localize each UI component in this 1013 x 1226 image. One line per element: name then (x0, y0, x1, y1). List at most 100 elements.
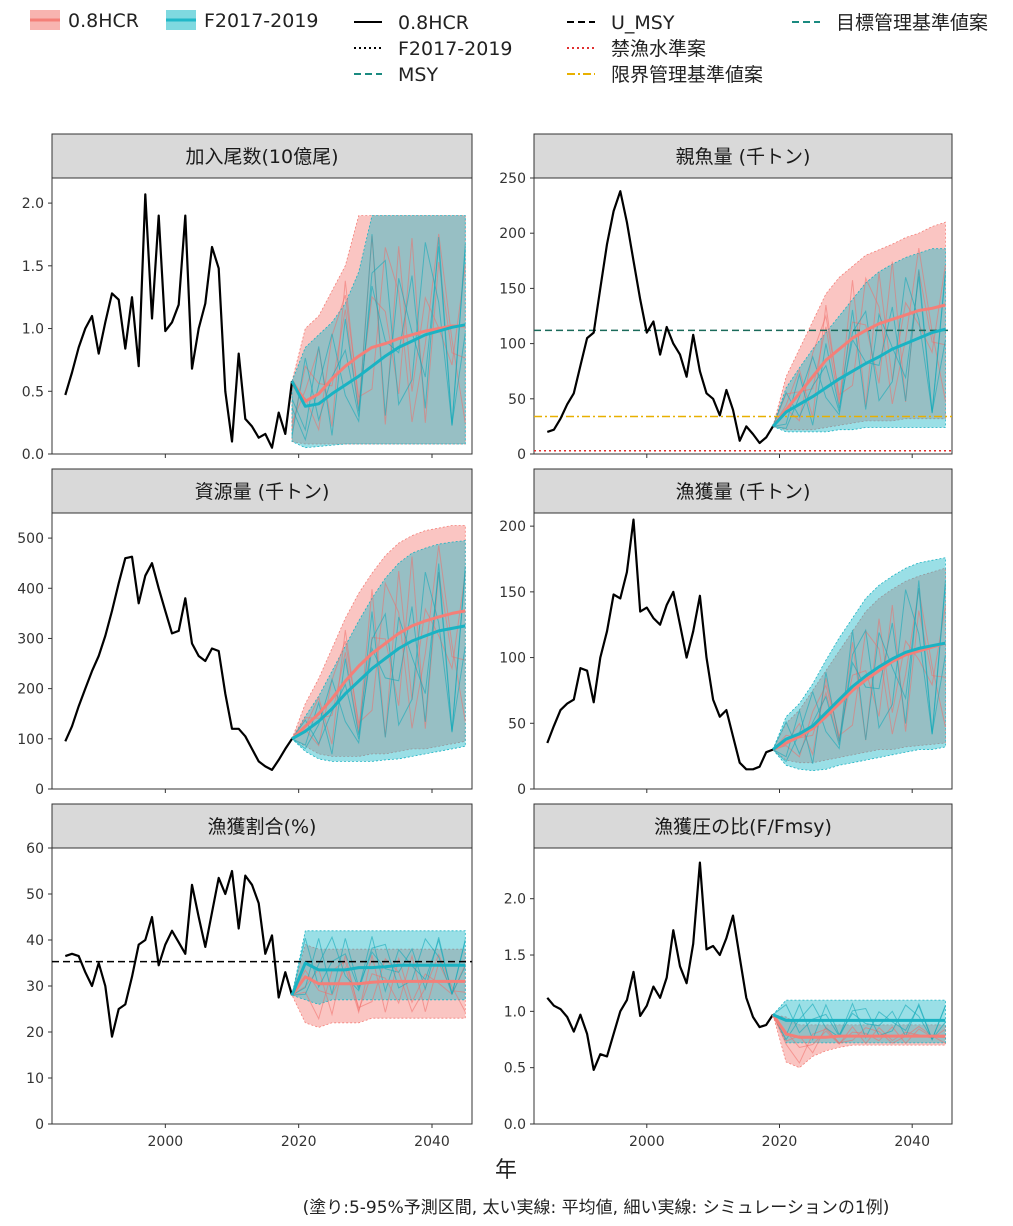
historical-line (546, 861, 774, 1071)
simulation-example-line (291, 556, 466, 745)
simulation-example-line (291, 954, 466, 1017)
y-tick-label: 2.0 (504, 892, 526, 908)
prediction-band (772, 557, 946, 772)
plot-area (533, 847, 953, 1125)
y-tick-label: 0.5 (22, 384, 44, 400)
y-tick-label: 400 (17, 581, 44, 597)
simulation-example-line (772, 606, 946, 750)
y-tick-label: 40 (26, 933, 44, 949)
chart-panel-1: 加入尾数(10億尾) 0.0 0.5 1.0 1.5 2.0 (22, 133, 473, 463)
x-tick-label: 2000 (148, 1134, 184, 1150)
y-tick-label: 0 (517, 447, 526, 463)
legend-line-label: 禁漁水準案 (611, 38, 706, 60)
y-tick-label: 100 (499, 651, 526, 667)
plot-area (533, 177, 953, 455)
legend-line-item: F2017-2019 (354, 38, 513, 60)
caption: (塗り:5-95%予測区間, 太い実線: 平均値, 細い実線: シミュレーション… (303, 1197, 890, 1218)
plot-content (64, 525, 466, 771)
simulation-example-line (772, 589, 946, 763)
plot-area (51, 512, 473, 790)
panel-title: 資源量 (千トン) (195, 481, 330, 503)
legend-line-item: 限界管理基準値案 (567, 64, 763, 86)
chart-panel-3: 資源量 (千トン) 0 100 200 300 400 500 (17, 468, 473, 798)
panel-strip (51, 468, 473, 514)
y-tick-label: 1.0 (22, 322, 44, 338)
panel-title: 漁獲圧の比(F/Fmsy) (654, 816, 832, 838)
x-tick-label: 2040 (894, 1134, 930, 1150)
y-tick-label: 1.5 (22, 259, 44, 275)
legend-line-label: 限界管理基準値案 (611, 64, 763, 86)
mean-line (290, 323, 466, 408)
historical-line (546, 518, 774, 771)
mean-line (290, 975, 466, 997)
mean-line (771, 327, 946, 428)
mean-line (771, 641, 946, 751)
historical-line (64, 869, 294, 1038)
historical-line (64, 555, 293, 771)
y-tick-label: 60 (26, 841, 44, 857)
simulation-example-line (291, 953, 466, 1021)
simulation-example-line (291, 935, 466, 996)
historical-line (64, 193, 294, 449)
mean-line (771, 303, 946, 428)
plot-content (546, 518, 946, 772)
legend-line-label: 0.8HCR (398, 12, 469, 34)
panel-title: 加入尾数(10億尾) (185, 146, 338, 168)
historical-line (546, 190, 774, 445)
y-tick-label: 0 (35, 782, 44, 798)
y-tick-label: 0.0 (22, 447, 44, 463)
y-tick-label: 10 (26, 1071, 44, 1087)
legend-line-label: 目標管理基準値案 (836, 12, 988, 34)
simulation-example-line (772, 580, 946, 764)
y-tick-label: 200 (17, 682, 44, 698)
chart-panel-5: 漁獲割合(%) 0 10 20 30 40 50 60 2000 2020 2040 (26, 803, 473, 1150)
y-tick-label: 150 (499, 281, 526, 297)
y-tick-label: 250 (499, 171, 526, 187)
legend-fill-label: F2017-2019 (204, 10, 319, 32)
simulation-example-line (772, 1003, 946, 1041)
simulation-example-line (291, 242, 466, 442)
plot-content (64, 193, 466, 449)
mean-line (290, 961, 466, 996)
y-tick-label: 0.0 (504, 1117, 526, 1133)
plot-content (534, 190, 952, 452)
y-tick-label: 100 (17, 732, 44, 748)
mean-line (290, 609, 466, 740)
legend-line-item: 禁漁水準案 (567, 38, 706, 60)
mean-line (772, 1013, 946, 1022)
x-tick-label: 2020 (281, 1134, 317, 1150)
y-tick-label: 2.0 (22, 196, 44, 212)
plot-content (546, 861, 946, 1071)
x-tick-label: 2000 (629, 1134, 665, 1150)
mean-line (290, 324, 466, 403)
y-tick-label: 30 (26, 979, 44, 995)
legend-line-label: MSY (398, 64, 438, 86)
panel-title: 漁獲量 (千トン) (676, 481, 811, 503)
simulation-example-line (772, 269, 946, 427)
x-tick-label: 2040 (414, 1134, 450, 1150)
y-tick-label: 200 (499, 519, 526, 535)
simulation-example-line (291, 571, 466, 750)
legend-line-item: MSY (354, 64, 438, 86)
mean-line (291, 624, 466, 741)
chart-panel-4: 漁獲量 (千トン) 0 50 100 150 200 (499, 468, 953, 798)
plot-content (52, 869, 472, 1038)
y-tick-label: 1.0 (504, 1004, 526, 1020)
x-tick-label: 2020 (762, 1134, 798, 1150)
y-tick-label: 0.5 (504, 1061, 526, 1077)
panel-strip (533, 468, 953, 514)
simulation-example-line (291, 236, 466, 436)
panel-title: 漁獲割合(%) (208, 816, 317, 838)
panel-strip (51, 803, 473, 849)
y-tick-label: 300 (17, 631, 44, 647)
y-tick-label: 200 (499, 226, 526, 242)
simulation-example-line (772, 1002, 946, 1041)
y-tick-label: 100 (499, 337, 526, 353)
y-tick-label: 0 (35, 1117, 44, 1133)
y-tick-label: 0 (517, 782, 526, 798)
legend-fill-item: 0.8HCR (30, 10, 139, 32)
legend-line-label: U_MSY (611, 12, 675, 34)
legend-line-item: 目標管理基準値案 (792, 12, 988, 34)
